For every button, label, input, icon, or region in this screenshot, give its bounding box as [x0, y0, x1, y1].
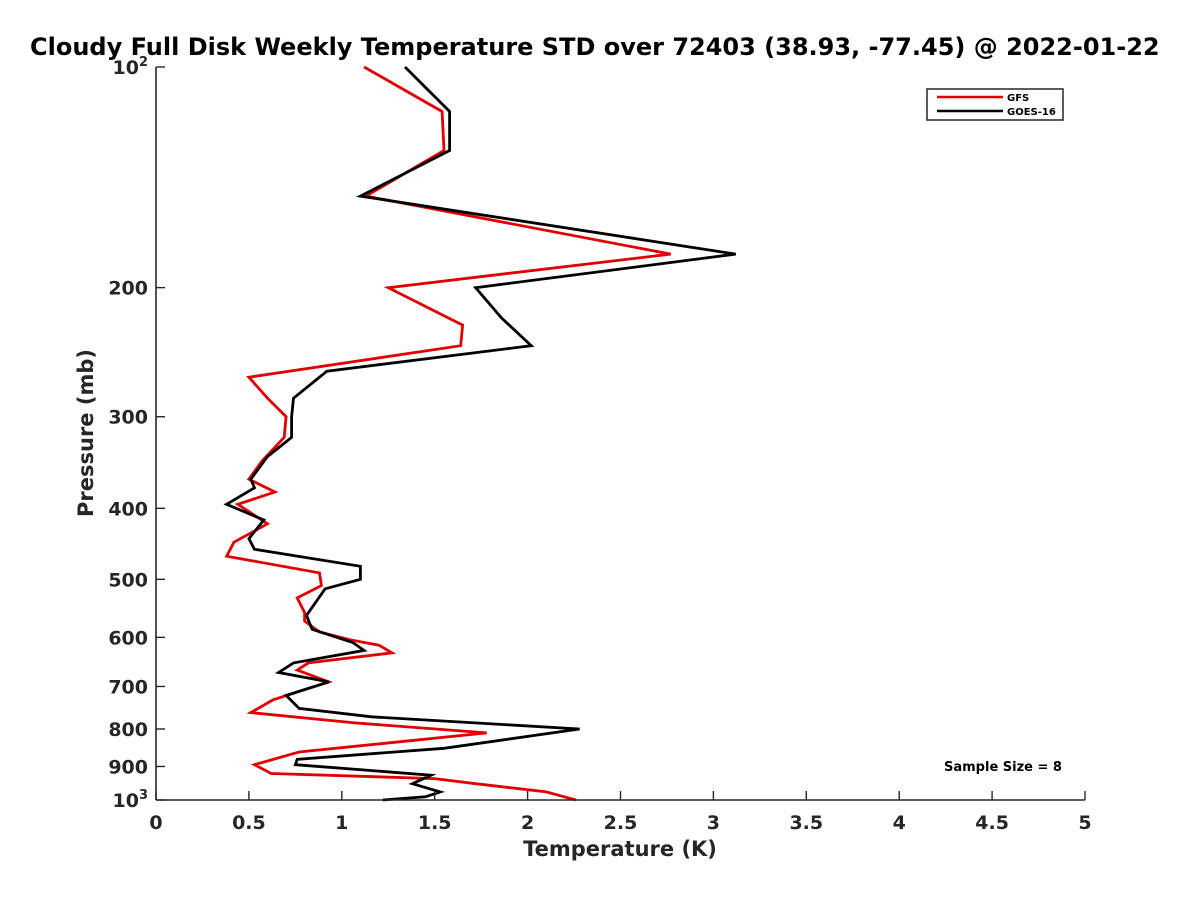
x-axis-label: Temperature (K): [523, 837, 717, 861]
y-tick-label: 900: [108, 756, 148, 778]
sample-size-annotation: Sample Size = 8: [944, 760, 1062, 775]
x-tick-label: 2.5: [604, 812, 638, 834]
y-tick-label: 700: [108, 676, 148, 698]
plot-area: [156, 67, 1085, 800]
x-tick-label: 5: [1078, 812, 1091, 834]
y-tick-label: 400: [108, 498, 148, 520]
x-tick-label: 3.5: [789, 812, 823, 834]
x-tick-label: 2: [521, 812, 534, 834]
legend-box: [926, 88, 1064, 121]
legend-label-gfs: GFS: [1007, 93, 1029, 104]
x-tick-label: 3: [707, 812, 720, 834]
x-tick-label: 1.5: [418, 812, 452, 834]
y-tick-label: 600: [108, 627, 148, 649]
y-tick-label: 300: [108, 407, 148, 429]
y-axis-label: Pressure (mb): [74, 349, 98, 517]
x-tick-label: 4: [893, 812, 906, 834]
legend-label-goes16: GOES-16: [1007, 107, 1056, 118]
series-line-gfs: [224, 65, 671, 802]
y-tick-label: 800: [108, 719, 148, 741]
x-tick-label: 0: [149, 812, 162, 834]
legend: GFS GOES-16: [926, 88, 1064, 121]
y-tick-label: 200: [108, 278, 148, 300]
ticks-layer: 0 0.5 1 1.5 2 2.5 3 3.5 4 4.5 51022003004005006007…: [108, 55, 1091, 834]
x-tick-label: 4.5: [975, 812, 1009, 834]
series-layer: [223, 65, 736, 802]
chart-title: Cloudy Full Disk Weekly Temperature STD …: [30, 33, 1160, 61]
x-tick-label: 1: [335, 812, 348, 834]
y-tick-label: 500: [108, 569, 148, 591]
series-line-goes16: [223, 66, 736, 802]
x-tick-label: 0.5: [232, 812, 266, 834]
y-tick-label: 103: [113, 788, 149, 812]
